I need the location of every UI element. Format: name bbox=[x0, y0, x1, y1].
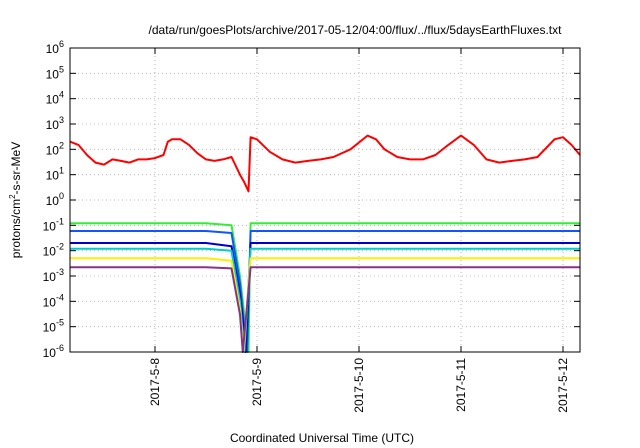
grid-lines bbox=[70, 48, 580, 352]
y-tick-base: 10 bbox=[43, 295, 57, 309]
y-tick-base: 10 bbox=[46, 169, 60, 183]
y-tick-exp: 0 bbox=[59, 191, 64, 201]
y-tick-base: 10 bbox=[46, 118, 60, 132]
y-tick-base: 10 bbox=[46, 194, 60, 208]
series-line-0 bbox=[69, 134, 581, 193]
y-tick-label: 10-6 bbox=[43, 343, 64, 360]
series-layer bbox=[69, 134, 581, 353]
chart-title: /data/run/goesPlots/archive/2017-05-12/0… bbox=[149, 23, 563, 37]
y-tick-base: 10 bbox=[43, 346, 57, 360]
y-tick-label: 100 bbox=[46, 191, 64, 208]
y-tick-exp: -3 bbox=[56, 267, 64, 277]
y-tick-base: 10 bbox=[46, 93, 60, 107]
y-tick-label: 10-1 bbox=[43, 216, 64, 233]
x-axis-label: Coordinated Universal Time (UTC) bbox=[230, 431, 414, 445]
y-tick-label: 106 bbox=[46, 39, 64, 56]
y-axis-label: protons/cm2-s-sr-MeV bbox=[8, 142, 23, 258]
y-axis-label-suffix: -s-sr-MeV bbox=[9, 142, 23, 195]
x-tick-label: 2017-5-8 bbox=[148, 358, 162, 406]
y-tick-label: 10-4 bbox=[43, 292, 64, 309]
y-tick-label: 105 bbox=[46, 64, 64, 81]
y-tick-label: 102 bbox=[46, 140, 64, 157]
y-tick-exp: 5 bbox=[59, 64, 64, 74]
y-tick-exp: -4 bbox=[56, 292, 64, 302]
x-tick-label: 2017-5-10 bbox=[352, 358, 366, 413]
y-tick-labels: 10-610-510-410-310-210-11001011021031041… bbox=[43, 39, 64, 360]
axis-ticks bbox=[70, 47, 580, 353]
y-axis-label-sup: 2 bbox=[8, 194, 17, 199]
x-tick-labels: 2017-5-8 2017-5-9 2017-5-10 2017-5-11 2017-5… bbox=[148, 358, 570, 413]
y-tick-exp: 2 bbox=[59, 140, 64, 150]
y-tick-exp: -5 bbox=[56, 318, 64, 328]
x-tick-label: 2017-5-12 bbox=[556, 358, 570, 413]
y-tick-label: 10-2 bbox=[43, 242, 64, 259]
y-axis-label-prefix: protons/cm bbox=[9, 199, 23, 258]
y-tick-exp: 4 bbox=[59, 90, 64, 100]
y-tick-exp: -1 bbox=[56, 216, 64, 226]
y-tick-label: 101 bbox=[46, 166, 64, 183]
series-line-3 bbox=[70, 242, 580, 353]
x-tick-label: 2017-5-9 bbox=[250, 358, 264, 406]
series-line-6 bbox=[70, 266, 580, 353]
y-tick-base: 10 bbox=[43, 321, 57, 335]
series-line-4 bbox=[70, 247, 580, 353]
y-tick-label: 103 bbox=[46, 115, 64, 132]
y-tick-exp: 1 bbox=[59, 166, 64, 176]
y-tick-base: 10 bbox=[43, 219, 57, 233]
y-tick-base: 10 bbox=[43, 270, 57, 284]
y-tick-base: 10 bbox=[46, 143, 60, 157]
series-line-5 bbox=[70, 257, 580, 353]
y-tick-label: 10-3 bbox=[43, 267, 64, 284]
y-tick-exp: -2 bbox=[56, 242, 64, 252]
y-tick-label: 10-5 bbox=[43, 318, 64, 335]
x-tick-label: 2017-5-11 bbox=[454, 358, 468, 412]
y-tick-label: 104 bbox=[46, 90, 64, 107]
y-tick-exp: -6 bbox=[56, 343, 64, 353]
y-tick-base: 10 bbox=[46, 42, 60, 56]
y-tick-base: 10 bbox=[46, 67, 60, 81]
y-tick-base: 10 bbox=[43, 245, 57, 259]
y-tick-exp: 3 bbox=[59, 115, 64, 125]
y-tick-exp: 6 bbox=[59, 39, 64, 49]
